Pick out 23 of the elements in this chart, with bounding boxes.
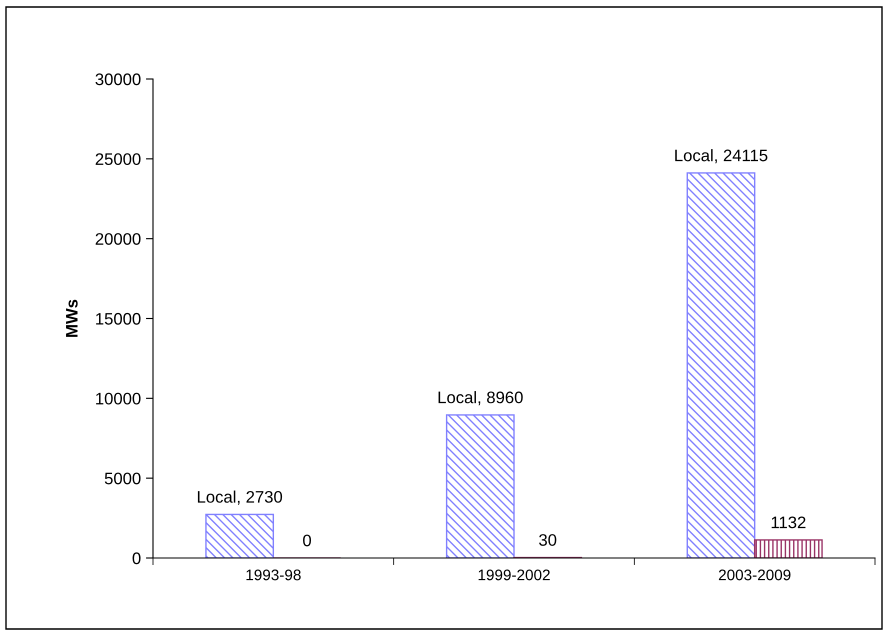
y-tick-label: 15000 [96,312,141,325]
y-tick-label: 10000 [96,392,141,405]
text: , [478,401,480,406]
text: Local [438,391,476,404]
data-label: 1132 [772,516,806,528]
x-tick-label: 1993-98 [246,570,301,580]
data-label: 0 [303,534,312,546]
y-tick-label: 0 [132,552,141,564]
data-label: 2730 [246,490,282,503]
data-label: 24115 [724,150,768,162]
y-tick-label: 20000 [96,233,141,245]
x-tick-label: 1999-2002 [478,570,550,580]
x-tick-label: 2003-2009 [718,570,790,580]
series-label: Local [198,490,236,503]
y-tick-label: 5000 [104,472,141,484]
y-axis-title: MWs [66,300,78,337]
y-tick-label: 25000 [96,153,141,166]
annotation: , [238,500,240,505]
data-label: 30 [539,534,556,546]
text: Local [675,149,713,162]
y-tick-label: 30000 [95,73,141,86]
text: , [715,159,717,164]
data-label: 8960 [487,392,523,404]
